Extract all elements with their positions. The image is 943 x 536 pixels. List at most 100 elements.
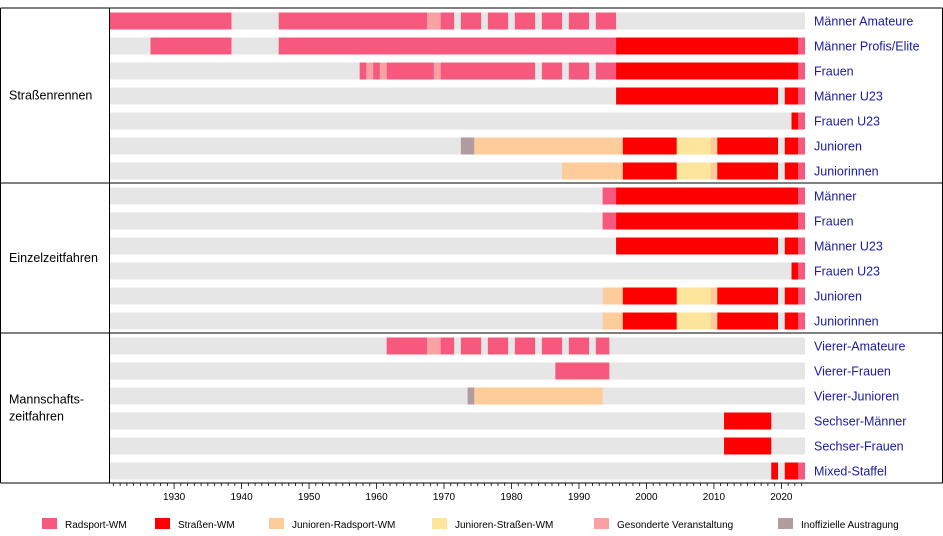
bar-segment bbox=[474, 387, 603, 405]
x-tick-label: 1980 bbox=[500, 492, 523, 503]
bar-segment bbox=[487, 12, 509, 30]
bar-segment bbox=[278, 12, 428, 30]
x-tick-label: 1960 bbox=[365, 492, 388, 503]
group-label: Straßenrennen bbox=[9, 89, 92, 103]
legend-label: Junioren-Straßen-WM bbox=[455, 520, 553, 531]
bar-segment bbox=[568, 337, 590, 355]
row-label: Junioren bbox=[814, 140, 862, 154]
bar-segment bbox=[460, 337, 482, 355]
bar-segment bbox=[622, 312, 677, 330]
bar-segment bbox=[798, 312, 805, 330]
x-tick-label: 1930 bbox=[163, 492, 186, 503]
bar-segment bbox=[110, 12, 232, 30]
bar-segment bbox=[440, 12, 455, 30]
bar-segment bbox=[724, 437, 772, 455]
x-tick-label: 2020 bbox=[770, 492, 793, 503]
bar-background bbox=[110, 437, 805, 455]
bar-segment bbox=[433, 62, 441, 80]
bar-segment bbox=[717, 287, 779, 305]
legend-swatch bbox=[432, 518, 447, 529]
bar-segment bbox=[784, 287, 799, 305]
bar-segment bbox=[278, 37, 617, 55]
bar-segment bbox=[784, 462, 799, 480]
row-label: Juniorinnen bbox=[814, 315, 879, 329]
bar-segment bbox=[710, 312, 718, 330]
bar-segment bbox=[514, 12, 536, 30]
legend-label: Straßen-WM bbox=[178, 520, 235, 531]
row-label: Junioren bbox=[814, 290, 862, 304]
bar-segment bbox=[798, 112, 805, 130]
bar-segment bbox=[467, 387, 475, 405]
bar-segment bbox=[541, 62, 563, 80]
row-label: Männer U23 bbox=[814, 90, 883, 104]
bar-segment bbox=[798, 287, 805, 305]
x-tick-label: 1990 bbox=[568, 492, 591, 503]
bar-background bbox=[110, 112, 805, 130]
row-label: Vierer-Junioren bbox=[814, 390, 899, 404]
bar-segment bbox=[798, 37, 805, 55]
bar-segment bbox=[359, 62, 367, 80]
bar-segment bbox=[710, 162, 718, 180]
x-tick-label: 1950 bbox=[298, 492, 321, 503]
bar-segment bbox=[798, 162, 805, 180]
bar-segment bbox=[798, 462, 805, 480]
bar-segment bbox=[602, 212, 617, 230]
row-label: Vierer-Amateure bbox=[814, 340, 906, 354]
legend-label: Junioren-Radsport-WM bbox=[292, 520, 395, 531]
bar-segment bbox=[676, 137, 711, 155]
legend-label: Inoffizielle Austragung bbox=[801, 520, 899, 531]
group-label: Einzelzeitfahren bbox=[9, 251, 98, 265]
x-tick-label: 1940 bbox=[230, 492, 253, 503]
x-tick-label: 2010 bbox=[703, 492, 726, 503]
legend-swatch bbox=[155, 518, 170, 529]
bar-segment bbox=[784, 312, 799, 330]
bar-background bbox=[110, 262, 805, 280]
bar-segment bbox=[622, 137, 677, 155]
bar-segment bbox=[150, 37, 232, 55]
row-label: Sechser-Frauen bbox=[814, 440, 904, 454]
bar-segment bbox=[555, 362, 610, 380]
row-label: Frauen bbox=[814, 215, 854, 229]
bar-segment bbox=[676, 312, 711, 330]
bar-segment bbox=[710, 137, 718, 155]
row-label: Sechser-Männer bbox=[814, 415, 906, 429]
bar-segment bbox=[616, 62, 799, 80]
bar-segment bbox=[616, 237, 779, 255]
legend-label: Gesonderte Veranstaltung bbox=[617, 520, 733, 531]
bar-segment bbox=[602, 187, 617, 205]
bar-segment bbox=[784, 162, 799, 180]
bar-segment bbox=[386, 337, 428, 355]
row-label: Männer U23 bbox=[814, 240, 883, 254]
row-label: Frauen bbox=[814, 65, 854, 79]
bar-segment bbox=[717, 312, 779, 330]
bar-segment bbox=[460, 12, 482, 30]
row-label: Männer Profis/Elite bbox=[814, 40, 920, 54]
bar-segment bbox=[676, 162, 711, 180]
bar-segment bbox=[373, 62, 380, 80]
bar-segment bbox=[602, 312, 623, 330]
bar-segment bbox=[568, 12, 590, 30]
bar-segment bbox=[541, 337, 563, 355]
bar-background bbox=[110, 362, 805, 380]
bar-segment bbox=[616, 37, 799, 55]
x-tick-label: 2000 bbox=[635, 492, 658, 503]
bar-segment bbox=[791, 112, 799, 130]
bar-segment bbox=[440, 337, 455, 355]
bar-segment bbox=[622, 162, 677, 180]
bar-segment bbox=[622, 287, 677, 305]
x-tick-label: 1970 bbox=[433, 492, 456, 503]
bar-segment bbox=[717, 137, 779, 155]
row-label: Männer bbox=[814, 190, 856, 204]
bar-segment bbox=[798, 187, 805, 205]
row-label: Frauen U23 bbox=[814, 115, 880, 129]
bar-segment bbox=[595, 62, 617, 80]
bar-segment bbox=[798, 62, 805, 80]
bar-segment bbox=[514, 337, 536, 355]
group-label: Mannschafts-zeitfahren bbox=[9, 393, 84, 424]
bar-segment bbox=[595, 12, 617, 30]
bar-segment bbox=[440, 62, 536, 80]
bar-segment bbox=[595, 337, 610, 355]
bar-segment bbox=[602, 287, 623, 305]
bar-segment bbox=[798, 137, 805, 155]
